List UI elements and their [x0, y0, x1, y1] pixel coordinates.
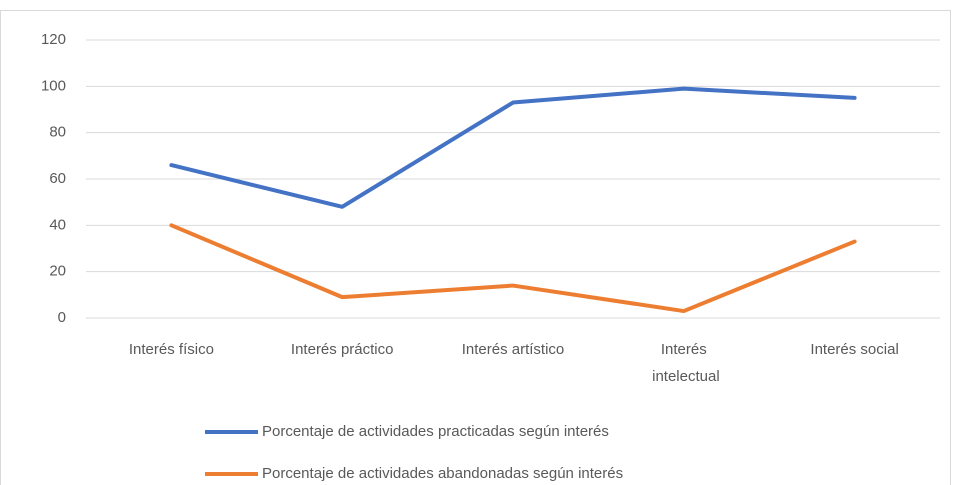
data-line [169, 86, 857, 209]
legend-label: Porcentaje de actividades abandonadas se… [262, 465, 623, 482]
y-tick-label: 100 [41, 77, 66, 94]
x-tick-label: Interés social [810, 341, 898, 358]
legend-label: Porcentaje de actividades practicadas se… [262, 423, 609, 440]
y-tick-label: 80 [49, 124, 66, 141]
x-tick-label: Interés intelectual [648, 341, 720, 385]
y-tick-label: 120 [41, 31, 66, 48]
chart-border [0, 10, 951, 485]
y-tick-label: 0 [58, 309, 66, 326]
x-tick-label: Interés físico [129, 341, 214, 358]
x-tick-label: Interés práctico [291, 341, 394, 358]
y-tick-label: 20 [49, 263, 66, 280]
x-tick-label: Interés artístico [462, 341, 565, 358]
y-tick-label: 60 [49, 170, 66, 187]
y-tick-label: 40 [49, 216, 66, 233]
data-line [169, 223, 857, 314]
